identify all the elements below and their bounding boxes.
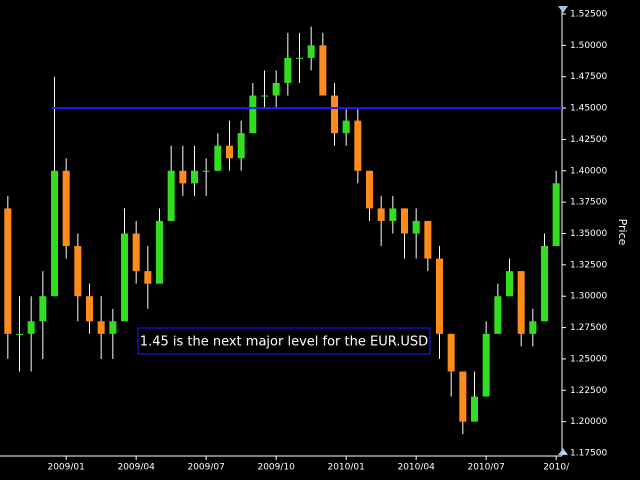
x-tick-label: 2009/07	[187, 463, 224, 473]
y-axis-title: Price	[616, 219, 629, 246]
candle-body	[4, 208, 12, 334]
y-tick-label: 1.17500	[570, 449, 607, 459]
candle-body	[296, 57, 303, 59]
candle-body	[191, 170, 198, 184]
candle-body	[447, 333, 455, 372]
candle-body	[389, 208, 397, 221]
candle-body	[237, 133, 245, 159]
candle-body	[156, 220, 163, 284]
candle-body	[506, 271, 513, 297]
candle-body	[179, 170, 187, 184]
candle-body	[16, 333, 23, 335]
candle-body	[482, 333, 490, 397]
x-tick-label: 2010/07	[467, 463, 504, 473]
x-tick-label: 2010/01	[327, 463, 364, 473]
candle-body	[51, 170, 58, 297]
candle-body	[226, 145, 233, 159]
candle-body	[97, 321, 105, 334]
candle-body	[459, 371, 467, 422]
x-tick-label: 2010/04	[397, 463, 435, 473]
candle-body	[529, 321, 537, 334]
y-tick-label: 1.45000	[570, 104, 607, 114]
candle-body	[214, 145, 222, 171]
y-tick-label: 1.42500	[570, 135, 607, 145]
candle-body	[132, 233, 140, 272]
candle-body	[354, 120, 362, 171]
candle-body	[307, 45, 315, 58]
x-tick-label: 2009/10	[257, 463, 295, 473]
annotation-box	[137, 327, 431, 355]
candle-body	[517, 271, 525, 334]
y-tick-label: 1.35000	[570, 229, 607, 239]
y-tick-label: 1.52500	[570, 10, 607, 20]
candle-body	[552, 183, 560, 247]
candle-body	[412, 220, 420, 234]
y-tick-label: 1.30000	[570, 292, 607, 302]
candle-body	[261, 95, 268, 97]
candle-body	[494, 296, 502, 334]
candle-body	[74, 246, 82, 297]
x-tick-label: 2009/04	[117, 463, 155, 473]
candle-body	[167, 170, 175, 221]
x-tick-label: 2009/01	[47, 463, 84, 473]
candle-body	[202, 170, 210, 172]
candle-body	[39, 296, 47, 322]
candle-body	[366, 170, 373, 209]
y-tick-label: 1.27500	[570, 323, 607, 333]
candle-body	[27, 321, 35, 334]
y-tick-label: 1.37500	[570, 198, 607, 208]
candle-body	[144, 271, 152, 284]
candle-body	[272, 82, 280, 96]
candle-body	[471, 396, 478, 422]
y-tick-label: 1.50000	[570, 41, 607, 51]
candle-body	[249, 95, 257, 134]
candle-body	[377, 208, 385, 221]
candle-body	[284, 57, 292, 83]
x-tick-label: 2010/	[543, 463, 570, 473]
candle-body	[319, 45, 327, 96]
candle-body	[86, 296, 93, 322]
annotation: 1.45 is the next major level for the EUR…	[140, 335, 428, 350]
candle-body	[109, 321, 117, 334]
candle-body	[331, 95, 338, 134]
y-tick-label: 1.32500	[570, 260, 607, 270]
candle-body	[541, 246, 548, 322]
candle-body	[401, 208, 408, 234]
candle-body	[121, 233, 128, 322]
y-tick-label: 1.40000	[570, 166, 607, 176]
candle-body	[436, 258, 443, 334]
candle-body	[62, 170, 70, 247]
y-tick-label: 1.47500	[570, 72, 607, 82]
y-tick-label: 1.22500	[570, 386, 607, 396]
y-tick-label: 1.20000	[570, 417, 607, 427]
candle-body	[424, 220, 432, 259]
candle-body	[342, 120, 350, 134]
scroll-marker-top	[558, 6, 568, 13]
y-tick-label: 1.25000	[570, 354, 607, 364]
